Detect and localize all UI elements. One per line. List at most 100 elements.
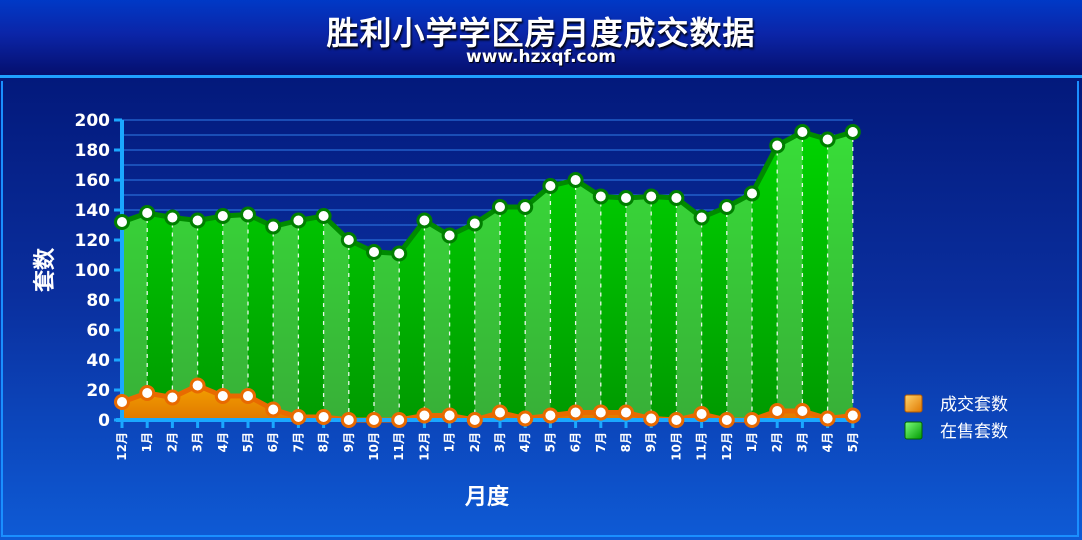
- x-tick-label: 1月: [745, 432, 759, 452]
- for-sale-point: [693, 209, 710, 226]
- for-sale-point: [315, 208, 332, 224]
- y-tick-label: 180: [75, 141, 111, 161]
- plot-frame: [1, 81, 1079, 537]
- for-sale-point: [466, 215, 483, 232]
- sold-point: [290, 409, 307, 425]
- for-sale-point: [114, 214, 130, 230]
- for-sale-point: [441, 227, 458, 244]
- for-sale-point: [416, 212, 433, 229]
- x-tick-label: 8月: [317, 432, 331, 452]
- vertical-dashed-lines: [121, 138, 854, 420]
- sold-point: [492, 404, 508, 421]
- for-sale-point: [139, 205, 156, 221]
- for-sale-point: [618, 190, 634, 206]
- y-tick-label: 60: [86, 321, 110, 341]
- legend-item-sold: 成交套数: [904, 394, 1008, 415]
- series-areas: [122, 132, 853, 420]
- x-tick-label: 2月: [165, 432, 179, 452]
- x-tick-label: 11月: [392, 432, 406, 461]
- column-band: [222, 132, 248, 420]
- x-tick-label: 4月: [821, 432, 835, 452]
- legend-label: 成交套数: [940, 395, 1008, 415]
- sold-point: [542, 407, 559, 424]
- column-band: [172, 132, 198, 420]
- sold-point: [769, 403, 786, 419]
- sold-point: [618, 404, 634, 421]
- sold-point: [139, 385, 156, 401]
- x-tick-label: 9月: [644, 432, 658, 452]
- for-sale-point: [517, 199, 534, 215]
- for-sale-point: [366, 244, 382, 260]
- for-sale-point: [164, 209, 181, 226]
- x-tick-label: 3月: [493, 432, 507, 452]
- sold-point: [844, 407, 861, 424]
- for-sale-point: [240, 206, 256, 223]
- for-sale-point: [542, 178, 559, 194]
- for-sale-point: [290, 212, 307, 229]
- x-tick-label: 7月: [594, 432, 608, 452]
- x-tick-label: 9月: [342, 432, 356, 452]
- x-tick-label: 12月: [720, 432, 734, 461]
- sold-point: [340, 412, 357, 428]
- chart-title: 胜利小学学区房月度成交数据: [326, 14, 756, 52]
- for-sale-point: [718, 199, 735, 215]
- sold-point: [466, 412, 483, 428]
- sold-point: [441, 407, 458, 424]
- sold-point: [164, 389, 181, 406]
- sold-point: [391, 412, 408, 428]
- column-band: [827, 132, 853, 420]
- sold-point: [240, 388, 256, 404]
- sold-point: [315, 409, 332, 425]
- x-tick-label: 10月: [367, 432, 381, 461]
- legend-label: 在售套数: [940, 422, 1008, 442]
- column-bands: [122, 132, 853, 420]
- y-axis-title: 套数: [32, 247, 58, 292]
- column-band: [323, 132, 349, 420]
- for-sale-point: [214, 208, 231, 224]
- column-band: [676, 132, 702, 420]
- x-tick-label: 11月: [695, 432, 709, 461]
- column-band: [122, 132, 148, 420]
- for-sale-area: [122, 132, 853, 420]
- column-band: [726, 132, 752, 420]
- sold-point: [265, 401, 282, 418]
- sold-point: [693, 406, 710, 422]
- column-band: [424, 132, 450, 420]
- for-sale-point: [189, 212, 206, 229]
- y-tick-label: 120: [75, 231, 111, 251]
- for-sale-point: [844, 124, 861, 140]
- for-sale-point: [819, 131, 836, 148]
- x-tick-label: 2月: [468, 432, 482, 452]
- x-tick-label: 4月: [216, 432, 230, 452]
- x-axis-title: 月度: [464, 484, 510, 510]
- column-band: [525, 132, 551, 420]
- legend-swatch: [904, 394, 923, 413]
- for-sale-point: [492, 199, 508, 215]
- y-tick-label: 20: [86, 381, 110, 401]
- for-sale-point: [340, 232, 357, 248]
- y-tick-label: 80: [86, 291, 110, 311]
- for-sale-point: [592, 188, 609, 205]
- sold-point: [718, 412, 735, 428]
- for-sale-point: [265, 218, 282, 235]
- x-tick-label: 2月: [770, 432, 784, 452]
- x-tick-label: 4月: [518, 432, 532, 452]
- tick-labels: 0 20 40 60 80 100 120 140 160 180 200 12月 1月 2月 3月 4月 5月…: [75, 111, 860, 461]
- x-tick-label: 5月: [543, 432, 557, 452]
- sold-point: [416, 407, 433, 424]
- sold-point: [214, 388, 231, 404]
- y-tick-label: 140: [75, 201, 111, 221]
- sold-point: [592, 404, 609, 421]
- sold-point: [366, 412, 382, 428]
- x-tick-label: 12月: [417, 432, 431, 461]
- x-tick-label: 1月: [443, 432, 457, 452]
- x-tick-label: 3月: [795, 432, 809, 452]
- for-sale-point: [643, 188, 660, 205]
- for-sale-point: [769, 137, 786, 154]
- x-tick-label: 12月: [115, 432, 129, 461]
- y-tick-label: 40: [86, 351, 110, 371]
- x-tick-label: 6月: [266, 432, 280, 452]
